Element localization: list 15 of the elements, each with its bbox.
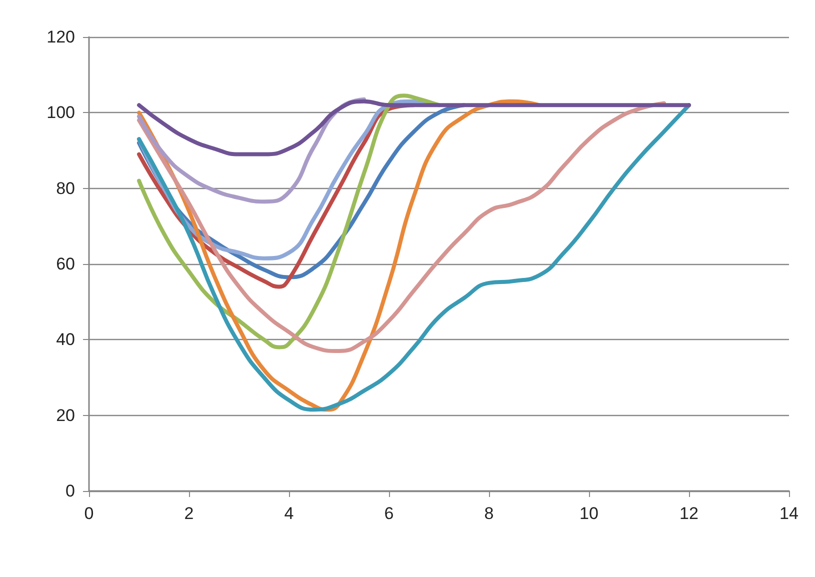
x-tick-label: 12: [680, 504, 698, 523]
x-tick-label: 2: [184, 504, 194, 523]
y-tick-label: 120: [46, 28, 75, 46]
y-tick-label: 0: [66, 482, 75, 500]
y-tick-label: 20: [56, 406, 75, 425]
x-tick-label: 6: [384, 504, 394, 523]
x-tick-label: 4: [284, 504, 294, 523]
y-tick-label: 80: [56, 178, 75, 198]
y-tick-label: 60: [56, 254, 75, 274]
x-tick-label: 0: [84, 504, 94, 523]
x-tick-label: 14: [780, 504, 798, 523]
y-tick-label: 100: [46, 103, 75, 122]
x-tick-label: 10: [580, 504, 598, 523]
y-tick-label: 40: [56, 330, 75, 350]
x-tick-label: 8: [484, 504, 494, 523]
